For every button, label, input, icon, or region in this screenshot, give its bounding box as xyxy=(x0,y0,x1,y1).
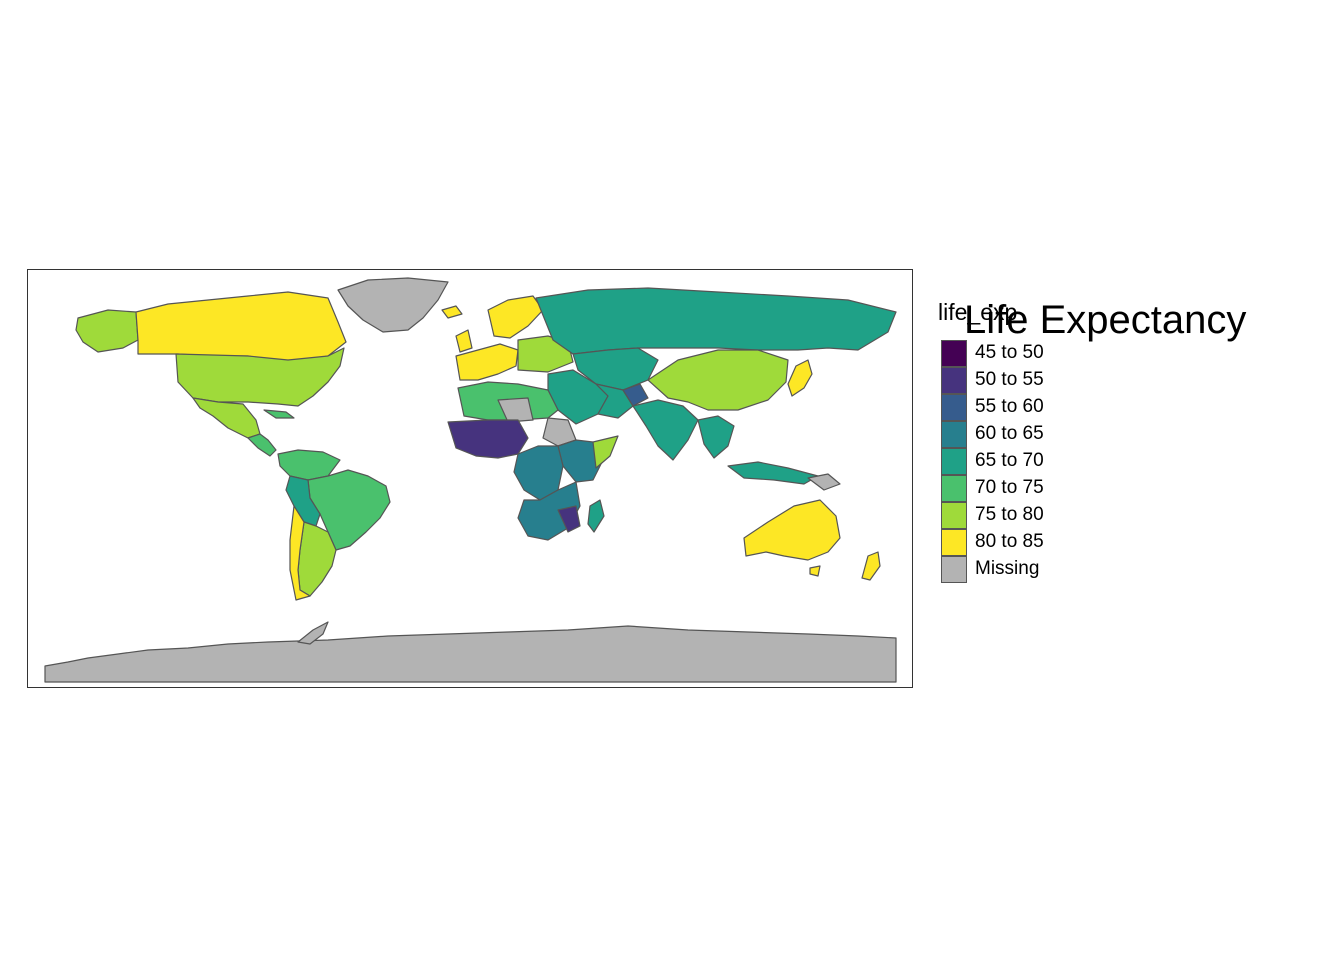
country-brazil xyxy=(307,469,391,551)
legend-swatch xyxy=(941,340,967,367)
map-title: Life Expectancy xyxy=(964,298,1247,342)
legend-swatch xyxy=(941,529,967,556)
country-shapes xyxy=(44,277,897,683)
country-afghanistan xyxy=(622,383,649,407)
country-chile xyxy=(289,505,311,601)
legend-title: life_exp xyxy=(938,299,1018,325)
legend-swatch xyxy=(941,394,967,421)
legend-label: 65 to 70 xyxy=(975,450,1044,471)
country-antarctica xyxy=(44,625,897,683)
country-cuba xyxy=(263,409,295,419)
country-southeast-asia xyxy=(697,415,735,459)
country-russia xyxy=(535,287,897,355)
legend-label: 75 to 80 xyxy=(975,504,1044,525)
legend-swatch xyxy=(941,556,967,583)
country-central-america xyxy=(247,433,277,457)
country-madagascar xyxy=(587,499,605,533)
legend-swatch xyxy=(941,448,967,475)
country-tasmania xyxy=(809,565,821,577)
legend-label: 80 to 85 xyxy=(975,531,1044,552)
country-east-africa xyxy=(557,439,604,483)
country-greenland xyxy=(337,277,449,333)
world-map xyxy=(44,277,897,683)
country-iceland xyxy=(441,305,463,319)
legend-label: Missing xyxy=(975,558,1040,579)
country-scandinavia xyxy=(487,295,544,339)
country-somalia xyxy=(592,435,619,469)
country-uk xyxy=(455,329,473,353)
legend-swatch xyxy=(941,421,967,448)
country-papua xyxy=(807,473,841,491)
country-china xyxy=(647,349,789,411)
country-new-zealand xyxy=(861,551,881,581)
legend-swatch xyxy=(941,502,967,529)
legend-swatch xyxy=(941,367,967,394)
country-west-africa xyxy=(447,419,529,459)
legend-label: 45 to 50 xyxy=(975,342,1044,363)
country-sahara-missing xyxy=(497,397,534,423)
legend-label: 70 to 75 xyxy=(975,477,1044,498)
country-western-europe xyxy=(455,343,519,381)
country-antarctic-peninsula xyxy=(297,621,329,645)
country-india xyxy=(632,399,699,461)
legend-label: 50 to 55 xyxy=(975,369,1044,390)
country-australia xyxy=(743,499,841,561)
map-panel xyxy=(27,269,913,688)
country-mozambique xyxy=(557,505,581,533)
country-indonesia xyxy=(727,461,819,485)
country-canada xyxy=(135,291,347,363)
country-alaska xyxy=(75,309,139,353)
country-usa xyxy=(175,347,345,407)
country-japan xyxy=(787,359,813,397)
legend-label: 60 to 65 xyxy=(975,423,1044,444)
country-mexico xyxy=(192,397,261,439)
legend-label: 55 to 60 xyxy=(975,396,1044,417)
legend-swatch xyxy=(941,475,967,502)
